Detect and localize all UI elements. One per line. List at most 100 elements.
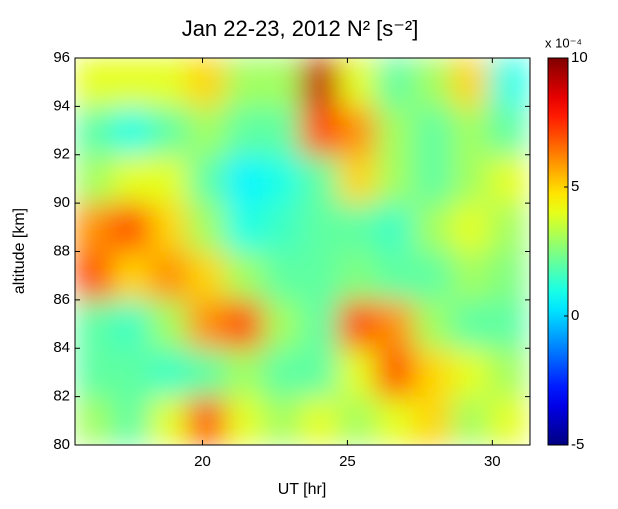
heatmap-cell [225, 396, 264, 445]
heatmap-cell [112, 396, 151, 445]
heatmap-cell [112, 105, 151, 156]
heatmap-cell [375, 299, 415, 349]
heatmap-cell [187, 105, 227, 156]
heatmap-cell [300, 251, 340, 301]
colorbar-tick-label: 5 [571, 178, 579, 195]
heatmap-cell [488, 58, 528, 107]
heatmap-cell [225, 347, 264, 398]
heatmap-cell [375, 105, 415, 156]
y-tick-label: 96 [53, 49, 70, 66]
heatmap-cell [338, 251, 377, 301]
heatmap-cell [413, 154, 453, 204]
heatmap-cell [413, 299, 453, 349]
heatmap-cell [375, 251, 415, 301]
heatmap-cell [262, 154, 302, 204]
heatmap-cell [262, 396, 302, 445]
heatmap-cell [300, 202, 340, 252]
heatmap-cell [75, 58, 114, 107]
heatmap-cell [262, 105, 302, 156]
heatmap-cell [375, 154, 415, 204]
heatmap-cell [75, 154, 114, 204]
colorbar [547, 57, 569, 446]
heatmap-cell [451, 154, 490, 204]
heatmap-cell [187, 154, 227, 204]
heatmap-cell [488, 154, 528, 204]
heatmap-cell [262, 347, 302, 398]
heatmap-cell [300, 347, 340, 398]
colorbar-tick-label: -5 [571, 436, 584, 453]
heatmap-smooth [75, 58, 528, 445]
heatmap-cell [413, 105, 453, 156]
heatmap-cell [225, 299, 264, 349]
heatmap-cell [451, 347, 490, 398]
heatmap-cell [338, 396, 377, 445]
heatmap-cell [300, 299, 340, 349]
heatmap-cell [338, 105, 377, 156]
heatmap-cell [225, 105, 264, 156]
heatmap-cell [112, 299, 151, 349]
heatmap-cell [187, 58, 227, 107]
heatmap-cell [225, 251, 264, 301]
heatmap-cell [488, 347, 528, 398]
heatmap-cell [112, 251, 151, 301]
heatmap-cell [75, 105, 114, 156]
heatmap-cell [413, 347, 453, 398]
heatmap-cell [300, 396, 340, 445]
colorbar-exponent: x 10⁻⁴ [545, 35, 582, 50]
x-tick-label: 20 [194, 453, 211, 470]
heatmap-cell [375, 202, 415, 252]
y-tick-label: 80 [53, 436, 70, 453]
heatmap-cell [451, 299, 490, 349]
heatmap-cell [488, 251, 528, 301]
heatmap-cell [338, 58, 377, 107]
x-tick-label: 30 [484, 453, 501, 470]
heatmap-cell [149, 105, 189, 156]
heatmap-cell [300, 58, 340, 107]
heatmap-cell [149, 58, 189, 107]
y-tick-label: 90 [53, 194, 70, 211]
heatmap-cell [300, 154, 340, 204]
y-tick-label: 92 [53, 146, 70, 163]
heatmap-cell [451, 202, 490, 252]
x-axis-label: UT [hr] [278, 481, 327, 498]
heatmap-cell [225, 154, 264, 204]
y-tick-label: 94 [53, 97, 70, 114]
heatmap-cell [187, 396, 227, 445]
heatmap-cell [149, 154, 189, 204]
colorbar-tick-label: 10 [571, 49, 588, 66]
heatmap-cell [75, 396, 114, 445]
heatmap-cell [75, 347, 114, 398]
heatmap-cell [149, 396, 189, 445]
heatmap-cell [413, 58, 453, 107]
heatmap-cell [187, 347, 227, 398]
heatmap-cell [375, 347, 415, 398]
heatmap-cell [149, 299, 189, 349]
heatmap-cell [375, 58, 415, 107]
heatmap-cell [375, 396, 415, 445]
heatmap-cell [262, 251, 302, 301]
heatmap-cell [413, 251, 453, 301]
chart-title: Jan 22-23, 2012 N² [s⁻²] [182, 16, 419, 41]
y-tick-label: 88 [53, 242, 70, 259]
heatmap-cell [451, 58, 490, 107]
heatmap-cell [488, 299, 528, 349]
y-axis-label: altitude [km] [11, 208, 28, 294]
heatmap-cell [451, 396, 490, 445]
y-tick-label: 86 [53, 291, 70, 308]
colorbar-tick-label: 0 [571, 307, 579, 324]
heatmap-cell [262, 299, 302, 349]
heatmap-cell [225, 58, 264, 107]
heatmap-cell [451, 251, 490, 301]
heatmap-cell [112, 202, 151, 252]
heatmap-cell [338, 347, 377, 398]
heatmap-cell [262, 202, 302, 252]
heatmap-cell [300, 105, 340, 156]
heatmap-cell [338, 202, 377, 252]
heatmap-cells [75, 58, 528, 445]
heatmap-cell [488, 396, 528, 445]
heatmap-cell [338, 299, 377, 349]
heatmap-cell [338, 154, 377, 204]
heatmap-cell [112, 58, 151, 107]
